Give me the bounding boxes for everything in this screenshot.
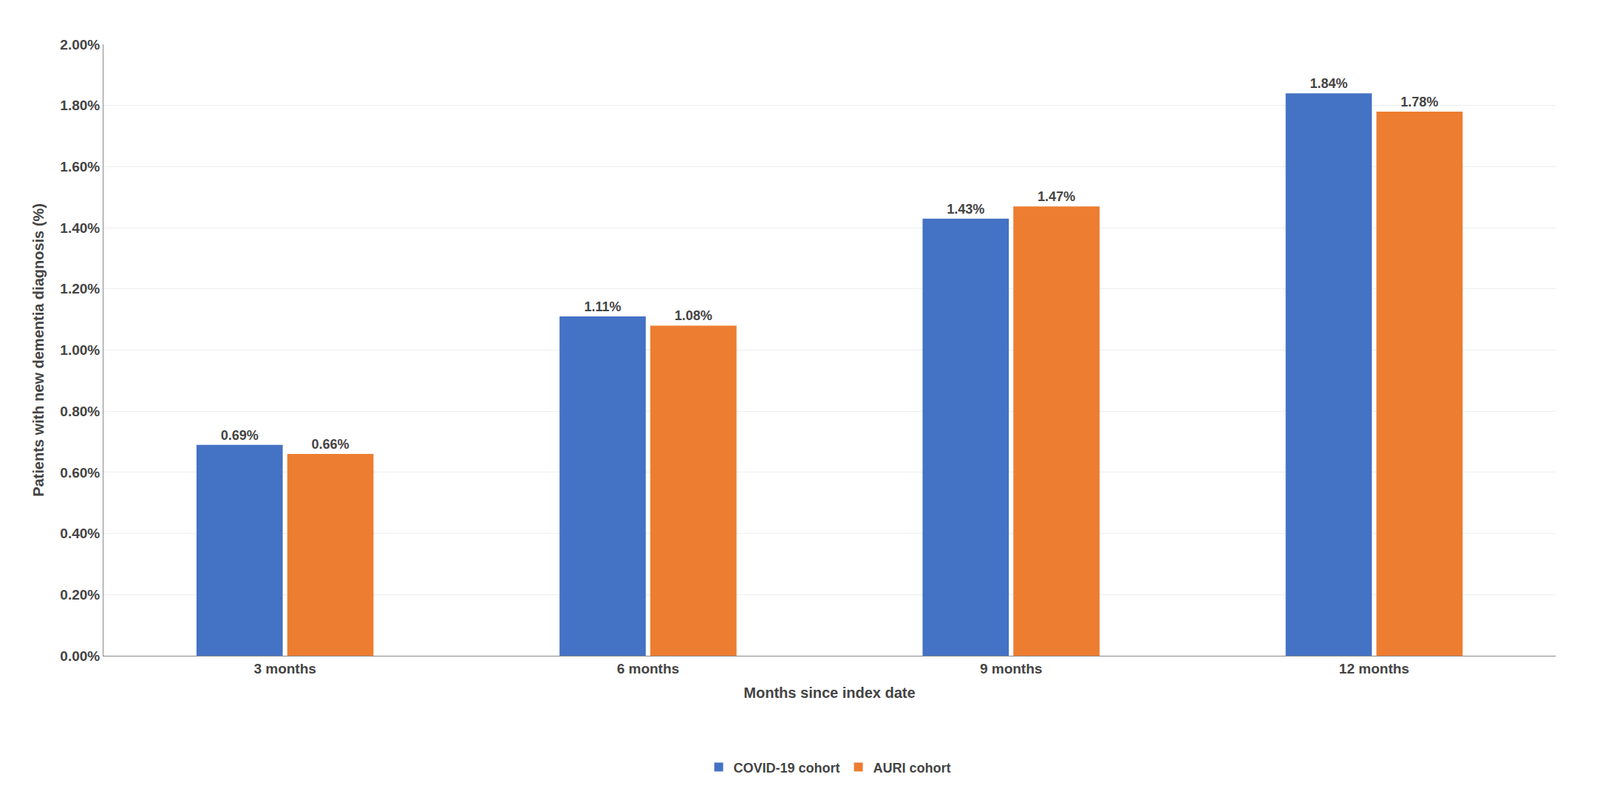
svg-text:9 months: 9 months xyxy=(979,660,1043,677)
svg-text:0.00%: 0.00% xyxy=(59,648,100,664)
svg-text:1.60%: 1.60% xyxy=(59,158,100,175)
svg-text:1.20%: 1.20% xyxy=(59,280,100,297)
svg-text:1.84%: 1.84% xyxy=(1309,76,1348,91)
svg-text:0.60%: 0.60% xyxy=(59,464,100,481)
svg-text:2.00%: 2.00% xyxy=(59,36,100,53)
svg-text:1.00%: 1.00% xyxy=(59,342,100,358)
svg-text:6 months: 6 months xyxy=(617,660,680,677)
svg-text:0.20%: 0.20% xyxy=(59,586,100,603)
svg-text:COVID-19 cohort: COVID-19 cohort xyxy=(733,760,841,776)
svg-text:0.80%: 0.80% xyxy=(59,403,100,420)
svg-text:Months since index date: Months since index date xyxy=(743,684,915,701)
svg-text:0.69%: 0.69% xyxy=(220,427,259,443)
svg-text:1.47%: 1.47% xyxy=(1037,189,1076,204)
svg-text:1.11%: 1.11% xyxy=(583,299,621,315)
svg-text:AURI cohort: AURI cohort xyxy=(873,760,952,776)
svg-text:1.08%: 1.08% xyxy=(674,308,713,323)
svg-text:0.66%: 0.66% xyxy=(311,436,350,452)
svg-text:1.80%: 1.80% xyxy=(59,97,100,114)
svg-text:0.40%: 0.40% xyxy=(59,525,100,541)
svg-text:1.43%: 1.43% xyxy=(946,201,985,217)
svg-text:3 months: 3 months xyxy=(253,660,316,677)
svg-text:Patients with new dementia dia: Patients with new dementia diagnosis (%) xyxy=(30,203,47,497)
svg-text:12 months: 12 months xyxy=(1339,660,1410,677)
svg-text:1.78%: 1.78% xyxy=(1400,94,1439,110)
svg-text:1.40%: 1.40% xyxy=(59,220,100,236)
